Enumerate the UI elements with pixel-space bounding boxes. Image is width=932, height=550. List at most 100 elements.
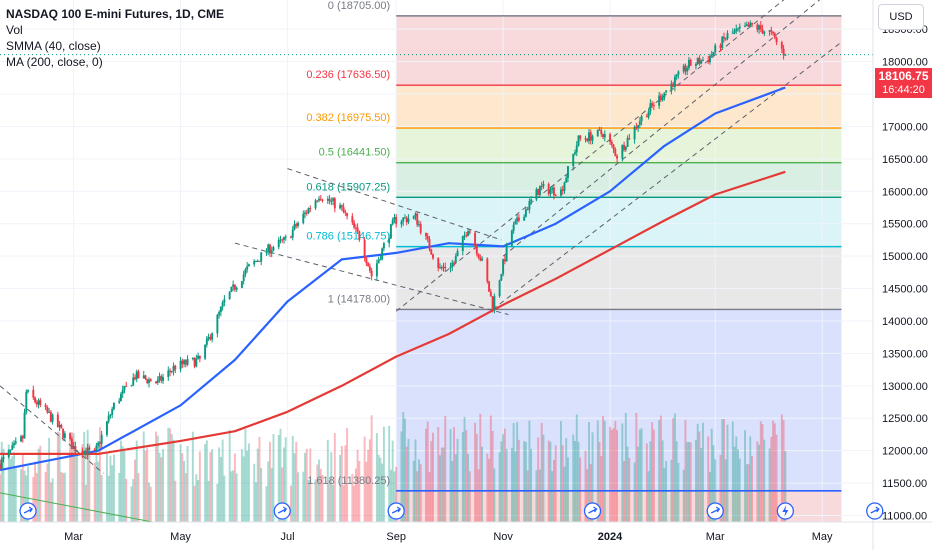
price-tick-label: 12000.00	[882, 446, 928, 458]
fib-lines[interactable]: 0 (18705.00) 0.236 (17636.50) 0.382 (16975…	[306, 0, 842, 492]
dividend-event-icon[interactable]	[273, 502, 291, 520]
candle	[659, 95, 662, 101]
fib-zone-0	[396, 15, 842, 86]
candle	[514, 221, 517, 225]
volume-bar	[358, 461, 361, 522]
candle	[0, 463, 1, 469]
candle	[419, 224, 422, 233]
volume-bar	[326, 439, 329, 522]
candle	[454, 256, 457, 263]
candle	[474, 232, 477, 246]
candle	[49, 411, 52, 422]
volume-bar	[638, 429, 641, 522]
candle	[112, 402, 115, 410]
volume-bar	[156, 435, 159, 522]
volume-bar	[731, 421, 734, 522]
volume-bar	[281, 467, 284, 522]
volume-bar	[209, 452, 212, 522]
candle	[505, 245, 508, 262]
volume-bar	[295, 441, 298, 522]
candle	[109, 414, 112, 416]
price-tick-label: 14500.00	[882, 284, 928, 296]
volume-bar	[712, 445, 715, 522]
earnings-flash-icon[interactable]	[776, 502, 794, 520]
candle	[468, 231, 471, 233]
candle	[412, 215, 415, 219]
candle	[540, 186, 543, 188]
candle	[780, 42, 783, 49]
candle	[586, 138, 589, 142]
candle	[784, 54, 787, 56]
candle	[475, 245, 478, 254]
candle	[121, 389, 124, 394]
candle	[281, 239, 284, 241]
currency-button[interactable]: USD	[878, 4, 924, 30]
candle	[60, 424, 63, 429]
candle	[44, 404, 47, 407]
candle	[526, 209, 529, 211]
dividend-event-icon[interactable]	[866, 502, 884, 520]
candle	[444, 266, 447, 269]
indicator-ma[interactable]: MA (200, close, 0)	[6, 55, 103, 69]
price-tick-label: 13000.00	[882, 381, 928, 393]
event-markers[interactable]	[19, 502, 884, 520]
candle	[242, 274, 245, 282]
ma-line	[0, 170, 786, 455]
volume-bar	[223, 475, 226, 522]
volume-bar	[37, 448, 40, 522]
indicator-vol[interactable]: Vol	[6, 23, 23, 37]
volume-bar	[761, 424, 764, 522]
volume-bar	[419, 464, 422, 522]
volume-bar	[530, 448, 533, 522]
indicator-smma[interactable]: SMMA (40, close)	[6, 39, 101, 53]
candle	[191, 357, 194, 359]
volume-bar	[591, 432, 594, 522]
volume-bar	[759, 421, 762, 522]
candle	[74, 446, 77, 452]
volume-bar	[547, 440, 550, 522]
volume-bar	[207, 480, 210, 522]
symbol-title[interactable]: NASDAQ 100 E-mini Futures, 1D, CME	[6, 7, 225, 21]
candle	[379, 259, 382, 261]
volume-bar	[549, 441, 552, 522]
volume-bar	[219, 456, 222, 522]
candle	[340, 205, 343, 208]
candle	[772, 31, 775, 34]
volume-bar	[780, 414, 783, 522]
volume-bar	[20, 469, 23, 522]
candle	[181, 360, 184, 365]
candle	[328, 198, 331, 202]
volume-bar	[197, 479, 200, 522]
candle	[148, 379, 150, 384]
candle	[100, 434, 103, 444]
candle	[39, 400, 42, 405]
candle	[414, 213, 417, 216]
volume-bar	[489, 415, 492, 522]
dividend-event-icon[interactable]	[387, 502, 405, 520]
volume-bar	[710, 428, 713, 522]
volume-bar	[540, 422, 543, 522]
candle	[407, 218, 410, 223]
candle	[500, 273, 503, 281]
volume-bar	[118, 472, 121, 522]
candle	[493, 296, 496, 310]
candle	[368, 266, 371, 271]
candle	[14, 441, 17, 444]
candle	[358, 231, 361, 240]
candle	[649, 103, 652, 112]
moving-averages	[0, 86, 786, 472]
candle	[25, 391, 28, 413]
time-tick-label: Mar	[64, 531, 83, 543]
last-price-tag: 18106.75 16:44:20	[875, 68, 932, 98]
volume-bar	[772, 420, 775, 522]
volume-bar	[333, 433, 336, 522]
dividend-event-icon[interactable]	[706, 502, 724, 520]
dividend-event-icon[interactable]	[583, 502, 602, 520]
volume-bar	[437, 426, 440, 522]
dividend-event-icon[interactable]	[19, 502, 37, 520]
volume-bar	[342, 485, 345, 522]
volume-bar	[649, 441, 652, 522]
candle	[721, 36, 724, 49]
candle	[588, 132, 590, 142]
